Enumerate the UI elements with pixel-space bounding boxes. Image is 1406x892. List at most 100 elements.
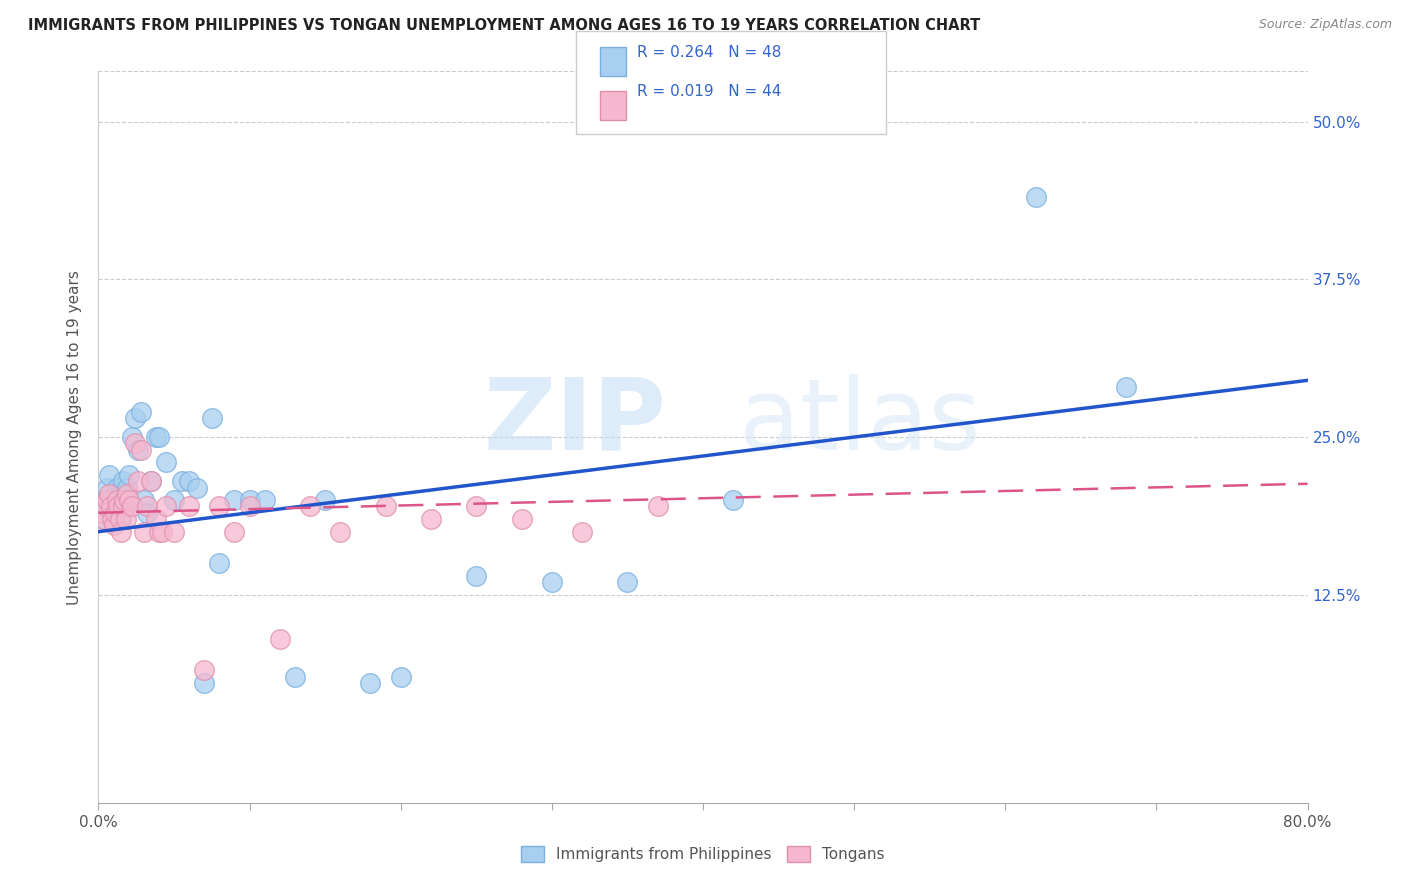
Point <box>193 676 215 690</box>
Point <box>114 512 136 526</box>
Point <box>329 524 352 539</box>
Point <box>193 664 215 678</box>
Point <box>269 632 291 646</box>
Point <box>104 500 127 514</box>
Point <box>91 506 114 520</box>
Point <box>155 500 177 514</box>
Point <box>616 575 638 590</box>
Point <box>141 474 163 488</box>
Point <box>135 500 157 514</box>
Point <box>112 493 135 508</box>
Point <box>179 500 201 514</box>
Point <box>108 487 131 501</box>
Point <box>540 575 562 590</box>
Point <box>510 512 533 526</box>
Point <box>98 467 121 482</box>
Point <box>101 506 124 520</box>
Point <box>129 405 152 419</box>
Point <box>124 411 146 425</box>
Point <box>129 442 152 457</box>
Point <box>163 524 186 539</box>
Point <box>115 481 138 495</box>
Point <box>239 500 262 514</box>
Point <box>108 512 131 526</box>
Point <box>105 493 128 508</box>
Point <box>1115 379 1137 393</box>
Point <box>374 500 396 514</box>
Text: R = 0.019   N = 44: R = 0.019 N = 44 <box>637 85 782 99</box>
Point <box>114 500 136 514</box>
Point <box>155 455 177 469</box>
Point <box>107 500 129 514</box>
Point <box>91 500 114 514</box>
Text: Source: ZipAtlas.com: Source: ZipAtlas.com <box>1258 18 1392 31</box>
Point <box>96 493 118 508</box>
Point <box>121 430 143 444</box>
Point <box>111 474 134 488</box>
Text: ZIP: ZIP <box>484 374 666 471</box>
Point <box>115 487 138 501</box>
Text: atlas: atlas <box>740 374 981 471</box>
Point <box>132 493 155 508</box>
Point <box>150 524 173 539</box>
Point <box>111 500 134 514</box>
Point <box>127 474 149 488</box>
Point <box>299 500 322 514</box>
Point <box>420 512 443 526</box>
Point <box>94 493 117 508</box>
Point <box>94 500 117 514</box>
Point <box>201 411 224 425</box>
Point <box>145 512 167 526</box>
Point <box>121 500 143 514</box>
Point <box>148 524 170 539</box>
Text: R = 0.264   N = 48: R = 0.264 N = 48 <box>637 45 782 60</box>
Point <box>110 524 132 539</box>
Point <box>465 500 488 514</box>
Y-axis label: Unemployment Among Ages 16 to 19 years: Unemployment Among Ages 16 to 19 years <box>67 269 83 605</box>
Point <box>107 500 129 514</box>
Point <box>314 493 336 508</box>
Point <box>93 512 115 526</box>
Point <box>118 493 141 508</box>
Point <box>98 487 121 501</box>
Point <box>112 493 135 508</box>
Point <box>239 493 262 508</box>
Point <box>145 430 167 444</box>
Point <box>163 493 186 508</box>
Point <box>186 481 208 495</box>
Point <box>170 474 193 488</box>
Point <box>571 524 593 539</box>
Point <box>124 436 146 450</box>
Point <box>148 430 170 444</box>
Point <box>224 524 246 539</box>
Point <box>284 670 307 684</box>
Point <box>141 474 163 488</box>
Point <box>104 506 127 520</box>
Point <box>360 676 382 690</box>
Point <box>389 670 412 684</box>
Point <box>179 474 201 488</box>
Point <box>208 500 231 514</box>
Point <box>110 512 132 526</box>
Point <box>96 481 118 495</box>
Point <box>100 500 122 514</box>
Point <box>208 556 231 570</box>
Point <box>100 493 122 508</box>
Point <box>1024 190 1046 204</box>
Point <box>118 467 141 482</box>
Text: IMMIGRANTS FROM PHILIPPINES VS TONGAN UNEMPLOYMENT AMONG AGES 16 TO 19 YEARS COR: IMMIGRANTS FROM PHILIPPINES VS TONGAN UN… <box>28 18 980 33</box>
Point <box>135 506 157 520</box>
Point <box>132 524 155 539</box>
Point <box>465 569 488 583</box>
Point <box>103 518 125 533</box>
Point <box>93 512 115 526</box>
Point <box>224 493 246 508</box>
Point <box>647 500 669 514</box>
Legend: Immigrants from Philippines, Tongans: Immigrants from Philippines, Tongans <box>515 840 891 868</box>
Point <box>253 493 276 508</box>
Point <box>723 493 745 508</box>
Point <box>105 481 128 495</box>
Point <box>101 512 124 526</box>
Point <box>127 442 149 457</box>
Point <box>103 512 125 526</box>
